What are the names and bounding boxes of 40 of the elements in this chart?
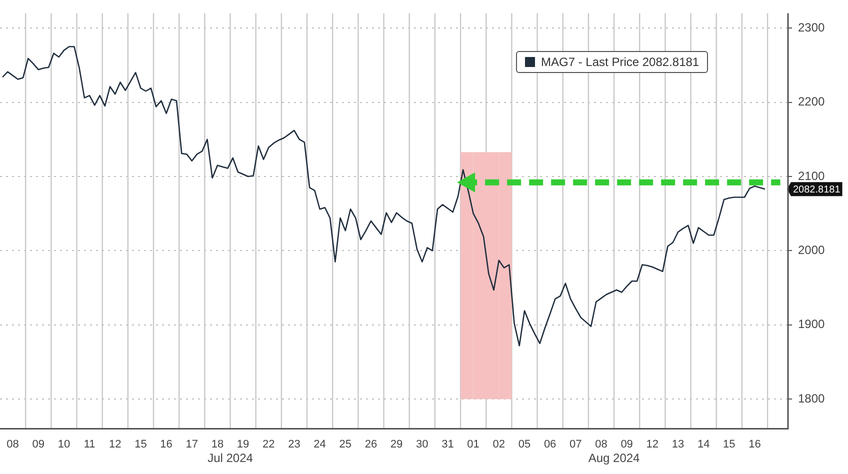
x-tick-label: 10 [58,438,70,450]
y-tick-label: 2300 [798,20,826,34]
x-tick-label: 07 [570,438,582,450]
x-tick-label: 08 [595,438,608,450]
x-tick-label: 17 [186,438,198,450]
x-tick-label: 16 [748,438,761,450]
x-tick-label: 15 [723,438,736,450]
x-tick-label: 13 [672,438,684,450]
text: Aug 2024 [588,451,640,466]
x-tick-label: 25 [339,438,352,450]
x-tick-label: 26 [364,438,378,450]
x-tick-label: 09 [32,438,44,450]
x-tick-label: 05 [518,438,531,450]
x-tick-label: 31 [442,438,454,450]
x-tick-label: 29 [390,438,403,450]
x-tick-label: 24 [314,438,326,450]
x-tick-label: 02 [492,438,506,450]
x-tick-label: 12 [109,438,122,450]
x-tick-label: 18 [211,438,224,450]
x-tick-label: 23 [288,438,300,450]
y-tick-label: 1800 [798,391,826,406]
text: 2082.8181 [793,184,841,196]
x-tick-label: 12 [646,438,659,450]
y-tick-label: 1900 [798,317,826,332]
x-tick-label: 16 [160,438,172,450]
x-tick-label: 06 [544,438,556,450]
x-tick-label: 01 [467,438,480,450]
x-tick-label: 14 [697,438,710,450]
x-tick-label: 19 [236,438,250,450]
y-tick-label: 2000 [798,243,826,257]
y-tick-label: 2100 [798,168,826,183]
x-tick-label: 09 [620,438,633,450]
x-tick-label: 11 [84,438,96,450]
y-tick-label: 2200 [798,94,826,109]
text: Jul 2024 [208,451,254,466]
x-tick-label: 30 [416,438,428,450]
x-tick-label: 08 [6,438,19,450]
x-tick-label: 15 [134,438,147,450]
legend-label: MAG7 - Last Price 2082.8181 [541,55,700,70]
x-tick-label: 22 [262,438,275,450]
